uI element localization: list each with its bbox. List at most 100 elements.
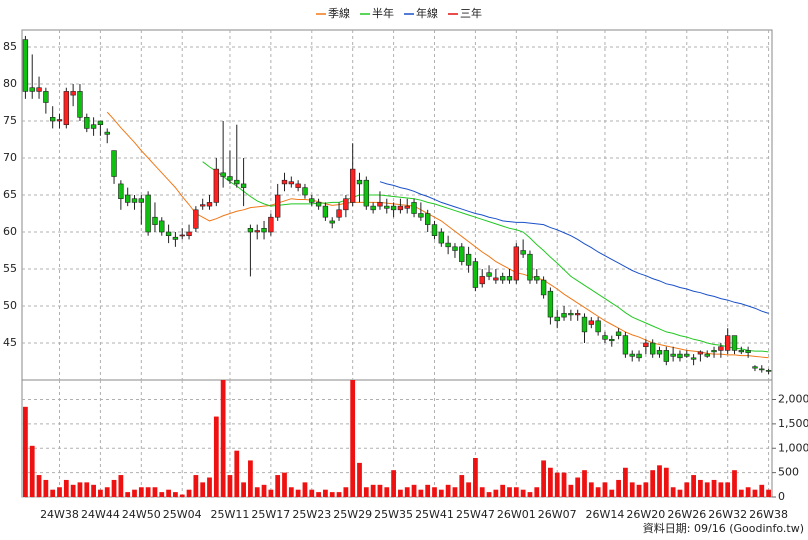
volume-bar	[200, 482, 206, 497]
candle-body	[629, 353, 635, 357]
candle-body	[384, 205, 390, 209]
candle-body	[663, 350, 670, 362]
volume-bar	[636, 484, 642, 497]
volume-bar	[527, 492, 533, 497]
candle-body	[124, 194, 131, 203]
candle-body	[704, 353, 710, 357]
y2-tick-label: 2,000	[778, 393, 808, 406]
volume-bar	[418, 489, 424, 497]
volume-bar	[738, 489, 744, 497]
volume-bar	[254, 487, 260, 497]
candle-body	[179, 234, 185, 237]
volume-bar	[125, 492, 131, 497]
candle-body	[329, 220, 335, 224]
candle-body	[602, 335, 608, 340]
candle-body	[418, 213, 424, 218]
volume-bar	[220, 380, 226, 497]
candle-body	[43, 91, 49, 103]
volume-bar	[745, 487, 751, 497]
candle-body	[70, 91, 76, 96]
candle-body	[424, 213, 431, 225]
candle-body	[227, 176, 233, 181]
volume-bar	[684, 482, 690, 497]
candle-body	[377, 202, 383, 207]
y2-tick-label: 500	[778, 466, 799, 479]
volume-bar	[323, 489, 328, 497]
volume-bar	[718, 482, 724, 497]
candle-body	[302, 187, 308, 196]
volume-bar	[486, 492, 492, 497]
y2-tick-label: 0	[778, 490, 785, 503]
candle-body	[131, 198, 138, 203]
volume-bar	[241, 482, 246, 497]
volume-bar	[70, 484, 76, 497]
volume-bar	[404, 487, 410, 497]
candle-body	[390, 205, 397, 211]
volume-bar	[691, 475, 696, 497]
y-tick-label: 75	[3, 114, 17, 127]
x-tick-label: 26W20	[626, 508, 665, 521]
volume-bar	[370, 484, 376, 497]
volume-bar	[159, 492, 165, 497]
legend-label: 三年	[460, 6, 482, 20]
volume-bar	[561, 472, 567, 497]
x-tick-label: 25W11	[211, 508, 250, 521]
candle-body	[84, 117, 90, 129]
candle-body	[520, 250, 526, 255]
candle-body	[22, 39, 29, 92]
candle-body	[731, 335, 738, 351]
x-tick-label: 25W17	[251, 508, 290, 521]
candle-body	[547, 290, 554, 318]
x-tick-label: 25W41	[415, 508, 454, 521]
candle-body	[581, 316, 588, 333]
volume-bar	[766, 489, 771, 497]
volume-bar	[623, 467, 628, 497]
candle-body	[56, 119, 63, 122]
volume-bar	[438, 489, 444, 497]
volume-bar	[309, 489, 315, 497]
volume-bar	[493, 489, 499, 497]
candle-body	[343, 198, 349, 211]
volume-bar	[57, 487, 62, 497]
candle-body	[431, 224, 438, 237]
candle-body	[111, 150, 117, 177]
candle-body	[479, 276, 485, 285]
candle-body	[574, 313, 581, 316]
volume-bar	[582, 470, 587, 497]
x-tick-label: 25W47	[456, 508, 495, 521]
volume-bar	[77, 482, 83, 497]
volume-bar	[98, 489, 103, 497]
volume-bar	[575, 477, 581, 497]
candle-body	[172, 236, 179, 240]
volume-bar	[432, 487, 437, 497]
volume-bar	[445, 484, 451, 497]
candle-body	[268, 216, 274, 233]
candle-body	[274, 194, 281, 218]
candle-body	[397, 205, 404, 211]
volume-bar	[275, 475, 281, 497]
candle-body	[595, 320, 601, 333]
volume-bar	[316, 492, 321, 497]
volume-bar	[288, 487, 294, 497]
volume-bar	[704, 482, 710, 497]
volume-bar	[398, 489, 403, 497]
y-tick-label: 55	[3, 262, 17, 275]
x-tick-label: 26W01	[497, 508, 536, 521]
volume-bar	[84, 482, 90, 497]
volume-bar	[268, 489, 274, 497]
volume-bar	[391, 470, 396, 497]
volume-bar	[479, 487, 485, 497]
candle-body	[622, 335, 629, 355]
volume-bar	[513, 487, 519, 497]
volume-bar	[759, 484, 765, 497]
candle-body	[336, 209, 342, 218]
volume-bar	[752, 489, 758, 497]
candle-body	[97, 120, 104, 126]
volume-bar	[384, 487, 390, 497]
candle-body	[145, 194, 151, 233]
candle-body	[104, 131, 110, 135]
y2-tick-label: 1,500	[778, 417, 808, 430]
candle-body	[220, 172, 226, 177]
volume-bar	[23, 406, 28, 497]
ma-line	[106, 111, 769, 359]
